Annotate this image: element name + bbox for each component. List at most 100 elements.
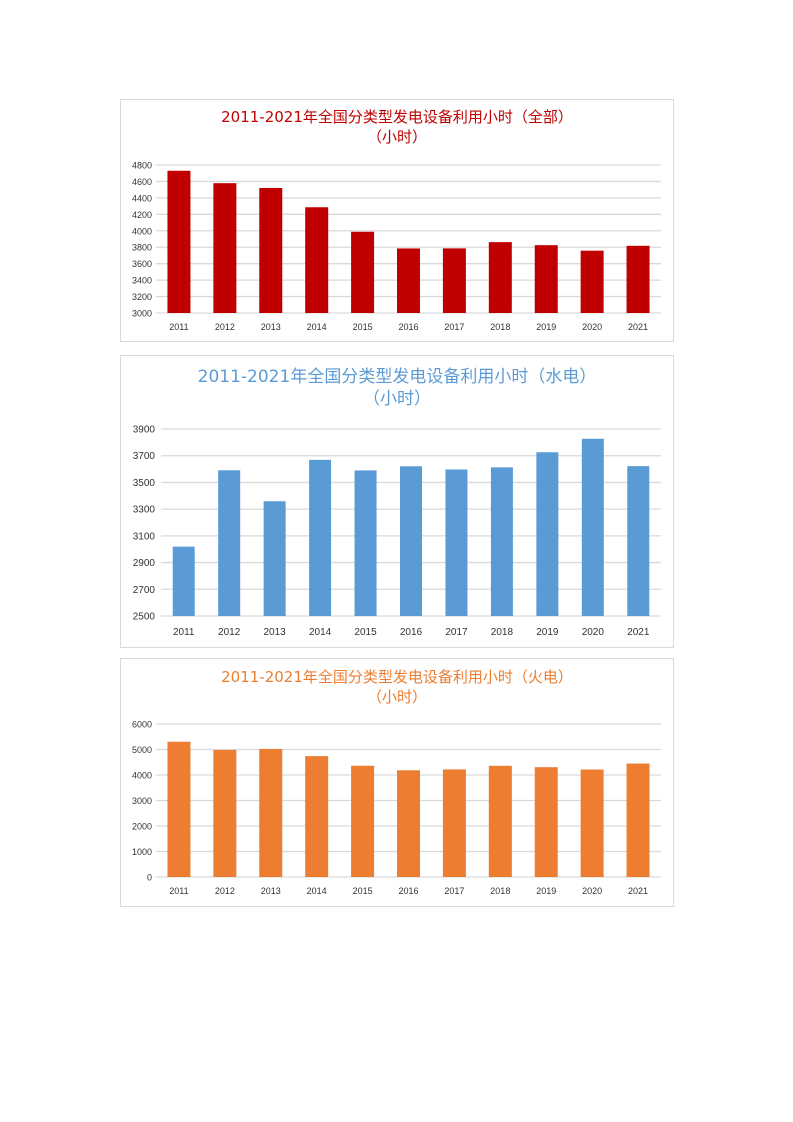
x-tick-label: 2019 — [536, 886, 556, 896]
bar-2015 — [351, 231, 375, 313]
bar-2018 — [490, 467, 513, 616]
bar-2016 — [397, 770, 420, 877]
x-tick-label: 2020 — [582, 627, 605, 638]
bar-2017 — [442, 248, 466, 313]
y-tick-label: 4600 — [132, 177, 152, 187]
y-tick-label: 1000 — [132, 847, 152, 857]
bar-2014 — [305, 756, 329, 877]
x-tick-label: 2015 — [354, 627, 377, 638]
bar-2013 — [259, 187, 283, 313]
bar-2018 — [488, 765, 512, 877]
chart-subtitle: （小时） — [366, 128, 427, 146]
bar-2015 — [351, 765, 375, 877]
x-tick-label: 2012 — [215, 886, 235, 896]
x-tick-label: 2013 — [264, 627, 287, 638]
x-tick-label: 2013 — [261, 322, 281, 332]
bar-2011 — [172, 546, 195, 616]
x-tick-label: 2016 — [400, 627, 423, 638]
y-tick-label: 3900 — [133, 425, 156, 436]
y-tick-label: 3500 — [133, 478, 156, 489]
chart-plot: 2500 2700 2900 3100 3300 3500 3700 3900 2011 2012… — [133, 425, 661, 638]
x-tick-label: 2020 — [582, 322, 602, 332]
y-tick-label: 4800 — [132, 161, 152, 171]
x-tick-label: 2019 — [536, 627, 559, 638]
chart-title: 2011-2021年全国分类型发电设备利用小时（火电） — [221, 668, 573, 686]
bar-2011 — [167, 170, 191, 313]
chart-thermal: 2011-2021年全国分类型发电设备利用小时（火电） （小时） 0 1000 20… — [120, 658, 674, 907]
y-tick-label: 2500 — [133, 612, 156, 623]
y-tick-label: 3300 — [133, 505, 156, 516]
y-tick-label: 3700 — [133, 451, 156, 462]
x-tick-label: 2018 — [490, 322, 510, 332]
x-tick-label: 2021 — [627, 627, 650, 638]
x-tick-label: 2021 — [628, 322, 648, 332]
bar-2012 — [213, 183, 237, 313]
chart-subtitle: （小时） — [363, 389, 431, 409]
bar-2020 — [581, 438, 604, 616]
bar-2012 — [218, 470, 241, 616]
x-tick-label: 2016 — [398, 886, 418, 896]
bar-2015 — [354, 470, 377, 616]
x-tick-label: 2014 — [309, 627, 332, 638]
bar-2021 — [626, 245, 650, 313]
bar-2016 — [400, 466, 422, 616]
chart-title: 2011-2021年全国分类型发电设备利用小时（全部） — [221, 108, 573, 126]
x-tick-label: 2013 — [261, 886, 281, 896]
y-tick-label: 4200 — [132, 210, 152, 220]
chart-subtitle: （小时） — [366, 688, 427, 706]
bar-2020 — [580, 250, 604, 313]
x-tick-label: 2019 — [536, 322, 556, 332]
y-tick-label: 3400 — [132, 276, 152, 286]
chart-hydro: 2011-2021年全国分类型发电设备利用小时（水电） （小时） 2500 270… — [120, 355, 674, 648]
bar-2019 — [534, 245, 558, 313]
x-tick-label: 2016 — [398, 322, 418, 332]
x-tick-label: 2011 — [169, 886, 188, 896]
x-tick-label: 2021 — [628, 886, 648, 896]
y-tick-label: 6000 — [132, 720, 152, 730]
y-tick-label: 4000 — [132, 771, 152, 781]
bar-2019 — [534, 767, 558, 877]
x-tick-label: 2015 — [353, 322, 373, 332]
bar-2014 — [305, 207, 329, 313]
x-tick-label: 2012 — [215, 322, 235, 332]
bar-2017 — [442, 769, 466, 877]
bar-2014 — [309, 459, 332, 616]
chart-title: 2011-2021年全国分类型发电设备利用小时（水电） — [197, 367, 597, 387]
y-tick-label: 3600 — [132, 259, 152, 269]
y-tick-label: 2900 — [133, 558, 156, 569]
x-tick-label: 2014 — [307, 886, 327, 896]
x-tick-label: 2015 — [353, 886, 373, 896]
bar-2011 — [167, 741, 191, 877]
y-tick-label: 2700 — [133, 585, 156, 596]
x-tick-label: 2012 — [218, 627, 241, 638]
bar-2021 — [626, 763, 650, 877]
y-tick-label: 2000 — [132, 822, 152, 832]
bar-2013 — [259, 748, 283, 877]
chart-plot: 3000 3200 3400 3600 3800 4000 4200 4400 4600 4800… — [132, 161, 661, 332]
chart-plot: 0 1000 2000 3000 4000 5000 6000 2011 2012 2013 201… — [132, 720, 661, 896]
x-tick-label: 2017 — [444, 322, 464, 332]
x-tick-label: 2011 — [169, 322, 188, 332]
y-tick-label: 3000 — [132, 796, 152, 806]
y-tick-label: 3800 — [132, 243, 152, 253]
bar-2019 — [536, 452, 559, 616]
x-tick-label: 2020 — [582, 886, 602, 896]
x-tick-label: 2018 — [490, 886, 510, 896]
y-tick-label: 3200 — [132, 292, 152, 302]
y-tick-label: 3100 — [133, 531, 156, 542]
y-tick-label: 4400 — [132, 193, 152, 203]
bar-2013 — [263, 501, 286, 616]
y-tick-label: 5000 — [132, 745, 152, 755]
y-tick-label: 3000 — [132, 309, 152, 319]
bar-2018 — [488, 242, 512, 313]
x-tick-label: 2017 — [445, 627, 468, 638]
x-tick-label: 2017 — [444, 886, 464, 896]
x-tick-label: 2011 — [173, 627, 195, 638]
bar-2021 — [627, 466, 650, 616]
bar-2012 — [213, 749, 237, 877]
x-tick-label: 2014 — [307, 322, 327, 332]
chart-all: 2011-2021年全国分类型发电设备利用小时（全部） （小时） 3000 320… — [120, 99, 674, 342]
y-tick-label: 4000 — [132, 226, 152, 236]
bar-2016 — [397, 248, 420, 313]
y-tick-label: 0 — [147, 873, 152, 883]
